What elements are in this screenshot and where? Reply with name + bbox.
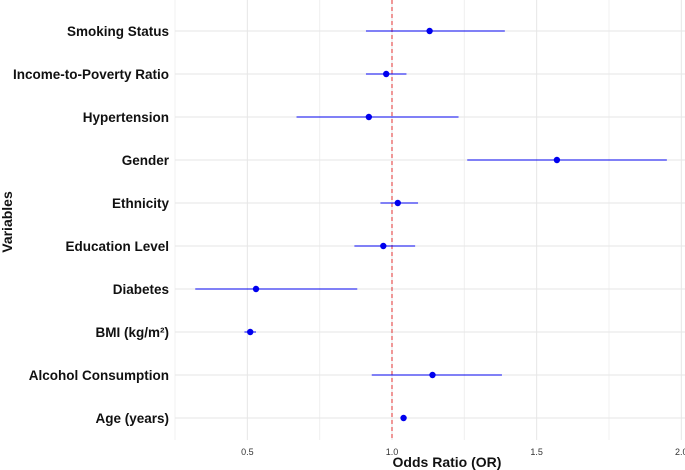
x-tick-label: 0.5 xyxy=(241,447,254,457)
or-point xyxy=(365,113,373,121)
y-tick-label: Education Level xyxy=(65,239,169,254)
or-point xyxy=(400,414,407,422)
y-tick-label: Alcohol Consumption xyxy=(29,368,169,383)
y-axis-labels: Smoking Status Income-to-Poverty Ratio Hyp… xyxy=(13,24,170,426)
or-point xyxy=(426,27,433,35)
y-tick-label: Gender xyxy=(122,153,170,168)
or-point xyxy=(394,199,401,207)
y-tick-label: Ethnicity xyxy=(112,196,169,211)
x-tick-label: 2.0 xyxy=(675,447,685,457)
y-tick-label: Smoking Status xyxy=(67,24,169,39)
or-point xyxy=(247,328,254,336)
or-point xyxy=(380,242,387,250)
y-tick-label: Diabetes xyxy=(113,282,169,297)
y-tick-label: BMI (kg/m²) xyxy=(96,325,170,340)
y-tick-label: Income-to-Poverty Ratio xyxy=(13,67,169,82)
x-axis-title: Odds Ratio (OR) xyxy=(393,454,502,470)
y-tick-label: Age (years) xyxy=(95,411,169,426)
or-point xyxy=(553,156,561,164)
x-tick-label: 1.5 xyxy=(530,447,543,457)
x-tick-label: 1.0 xyxy=(386,447,399,457)
x-axis-tick-labels: 0.5 1.0 1.5 2.0 xyxy=(241,447,685,457)
or-point xyxy=(429,371,436,379)
or-point xyxy=(252,285,260,293)
y-tick-label: Hypertension xyxy=(83,110,169,125)
or-point xyxy=(383,70,390,78)
plot-marks xyxy=(195,27,667,422)
y-axis-title: Variables xyxy=(0,191,15,253)
